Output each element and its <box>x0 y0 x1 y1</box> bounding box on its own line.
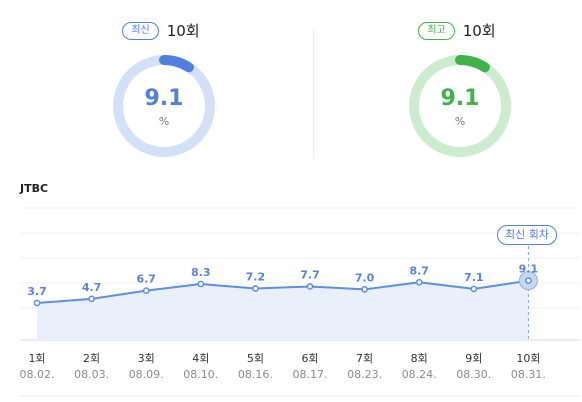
best-episode: 10회 <box>462 22 496 40</box>
latest-rating-card: 최신 10회 9.1 % <box>61 16 261 166</box>
best-rating-unit: % <box>454 115 466 128</box>
x-tick-date: 08.03. <box>74 368 109 381</box>
latest-rating-gauge: 9.1 % <box>110 52 218 160</box>
latest-badge: 최신 <box>122 21 159 40</box>
best-rating-header: 최고 10회 <box>357 20 557 41</box>
data-point <box>33 299 41 307</box>
x-tick-episode: 10회 <box>516 352 540 365</box>
data-label: 9.1 <box>519 263 539 276</box>
data-point <box>142 287 150 294</box>
x-tick-date: 08.24. <box>402 368 437 381</box>
data-point <box>525 277 532 284</box>
x-tick-date: 08.10. <box>183 368 218 381</box>
latest-rating-header: 최신 10회 <box>61 20 261 41</box>
x-tick-episode: 5회 <box>247 352 264 365</box>
x-tick-episode: 7회 <box>356 352 373 365</box>
x-tick-date: 08.02. <box>20 368 55 381</box>
x-tick-episode: 8회 <box>411 352 428 365</box>
data-label: 3.7 <box>27 285 47 298</box>
channel-name: JTBC <box>20 182 49 195</box>
card-divider <box>313 28 314 158</box>
latest-gauge-fill <box>113 55 215 157</box>
latest-episode: 10회 <box>166 22 200 40</box>
x-tick-date: 08.23. <box>347 368 382 381</box>
x-tick-episode: 2회 <box>83 352 100 365</box>
data-point <box>470 285 478 293</box>
best-gauge-fill <box>409 55 511 157</box>
data-point <box>252 285 259 292</box>
x-tick-date: 08.31. <box>511 368 546 381</box>
data-label: 6.7 <box>136 273 156 286</box>
data-label: 7.2 <box>246 271 266 284</box>
x-tick-episode: 9회 <box>465 352 482 365</box>
data-point <box>361 285 368 293</box>
data-label: 7.1 <box>464 271 484 284</box>
data-point <box>306 283 314 290</box>
x-tick-date: 08.30. <box>456 368 491 381</box>
data-point <box>197 280 205 288</box>
best-badge: 최고 <box>418 21 455 40</box>
data-label: 8.3 <box>191 266 211 279</box>
data-point <box>415 278 423 286</box>
data-point <box>88 295 95 303</box>
chart-area <box>37 280 529 340</box>
x-tick-episode: 1회 <box>28 352 45 365</box>
best-rating-gauge: 9.1 % <box>406 52 514 160</box>
x-tick-episode: 4회 <box>192 352 209 365</box>
data-label: 7.7 <box>300 268 320 281</box>
x-tick-episode: 3회 <box>138 352 155 365</box>
series-line <box>36 279 529 304</box>
best-gauge-ring <box>409 55 511 157</box>
x-tick-date: 08.16. <box>238 368 273 381</box>
data-label: 7.0 <box>355 271 375 284</box>
latest-rating-value: 9.1 <box>144 86 184 111</box>
x-tick-date: 08.09. <box>129 368 164 381</box>
ratings-line-chart: 3.7 4.7 6.7 8.3 7.2 7.7 7.0 8.7 7.1 9.1 1회 08.02. 2회… <box>20 207 580 397</box>
best-rating-value: 9.1 <box>440 86 480 111</box>
data-label: 4.7 <box>82 281 102 294</box>
data-label: 8.7 <box>409 264 429 277</box>
x-tick-episode: 6회 <box>301 352 318 365</box>
latest-rating-unit: % <box>158 115 170 128</box>
x-tick-date: 08.17. <box>293 368 328 381</box>
best-rating-card: 최고 10회 9.1 % <box>357 16 557 166</box>
latest-gauge-ring <box>113 55 215 157</box>
latest-episode-tag: 최신 회차 <box>497 225 557 245</box>
